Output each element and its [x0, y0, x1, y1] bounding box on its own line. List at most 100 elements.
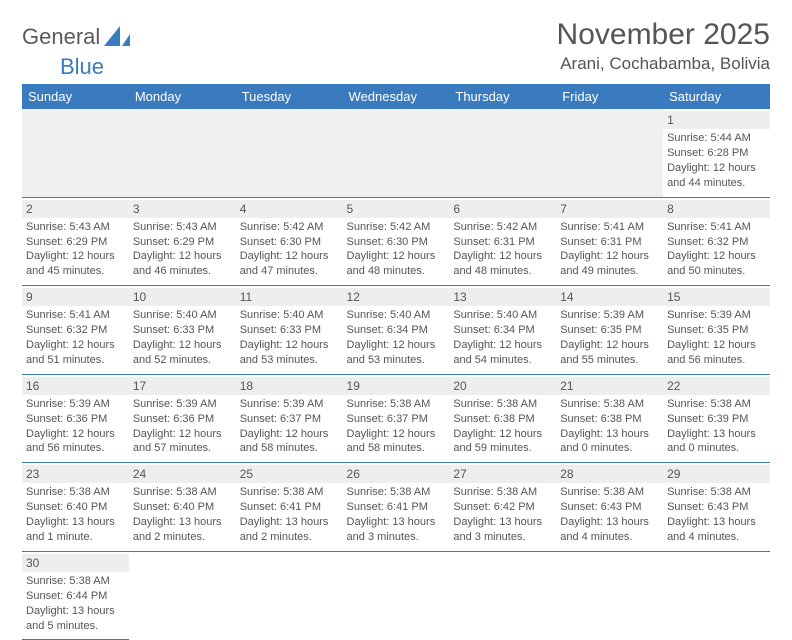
- day-header: Saturday: [663, 84, 770, 109]
- calendar-row: 30Sunrise: 5:38 AMSunset: 6:44 PMDayligh…: [22, 551, 770, 640]
- day-cell: 24Sunrise: 5:38 AMSunset: 6:40 PMDayligh…: [129, 463, 236, 552]
- daylight-line-1: Daylight: 13 hours: [453, 515, 552, 530]
- sunrise-line: Sunrise: 5:41 AM: [560, 220, 659, 235]
- empty-cell: [236, 109, 343, 197]
- daylight-line-1: Daylight: 12 hours: [667, 249, 766, 264]
- day-number: 13: [449, 288, 556, 306]
- daylight-line-2: and 49 minutes.: [560, 264, 659, 279]
- sunrise-line: Sunrise: 5:42 AM: [240, 220, 339, 235]
- day-cell: 29Sunrise: 5:38 AMSunset: 6:43 PMDayligh…: [663, 463, 770, 552]
- day-number: 10: [129, 288, 236, 306]
- sunset-line: Sunset: 6:38 PM: [560, 412, 659, 427]
- day-number: 8: [663, 200, 770, 218]
- sunrise-line: Sunrise: 5:40 AM: [133, 308, 232, 323]
- empty-cell: [22, 109, 129, 197]
- daylight-line-1: Daylight: 12 hours: [133, 338, 232, 353]
- daylight-line-2: and 58 minutes.: [240, 441, 339, 456]
- empty-cell: [556, 551, 663, 640]
- day-cell: 7Sunrise: 5:41 AMSunset: 6:31 PMDaylight…: [556, 197, 663, 286]
- empty-cell: [556, 109, 663, 197]
- day-cell: 4Sunrise: 5:42 AMSunset: 6:30 PMDaylight…: [236, 197, 343, 286]
- sunrise-line: Sunrise: 5:38 AM: [667, 485, 766, 500]
- daylight-line-2: and 45 minutes.: [26, 264, 125, 279]
- sunrise-line: Sunrise: 5:38 AM: [26, 485, 125, 500]
- day-cell: 1Sunrise: 5:44 AMSunset: 6:28 PMDaylight…: [663, 109, 770, 197]
- day-cell: 25Sunrise: 5:38 AMSunset: 6:41 PMDayligh…: [236, 463, 343, 552]
- day-cell: 23Sunrise: 5:38 AMSunset: 6:40 PMDayligh…: [22, 463, 129, 552]
- daylight-line-2: and 59 minutes.: [453, 441, 552, 456]
- sunrise-line: Sunrise: 5:39 AM: [133, 397, 232, 412]
- day-header: Wednesday: [343, 84, 450, 109]
- day-cell: 3Sunrise: 5:43 AMSunset: 6:29 PMDaylight…: [129, 197, 236, 286]
- empty-cell: [129, 109, 236, 197]
- sunset-line: Sunset: 6:31 PM: [453, 235, 552, 250]
- day-number: 21: [556, 377, 663, 395]
- sunrise-line: Sunrise: 5:43 AM: [133, 220, 232, 235]
- sunset-line: Sunset: 6:40 PM: [26, 500, 125, 515]
- calendar-body: 1Sunrise: 5:44 AMSunset: 6:28 PMDaylight…: [22, 109, 770, 640]
- sunrise-line: Sunrise: 5:38 AM: [560, 485, 659, 500]
- sunrise-line: Sunrise: 5:41 AM: [26, 308, 125, 323]
- daylight-line-1: Daylight: 12 hours: [133, 427, 232, 442]
- sunset-line: Sunset: 6:33 PM: [133, 323, 232, 338]
- daylight-line-2: and 47 minutes.: [240, 264, 339, 279]
- day-header: Monday: [129, 84, 236, 109]
- sunset-line: Sunset: 6:42 PM: [453, 500, 552, 515]
- daylight-line-1: Daylight: 13 hours: [240, 515, 339, 530]
- day-number: 20: [449, 377, 556, 395]
- daylight-line-2: and 52 minutes.: [133, 353, 232, 368]
- sunset-line: Sunset: 6:43 PM: [560, 500, 659, 515]
- sunrise-line: Sunrise: 5:42 AM: [347, 220, 446, 235]
- day-cell: 27Sunrise: 5:38 AMSunset: 6:42 PMDayligh…: [449, 463, 556, 552]
- sunrise-line: Sunrise: 5:40 AM: [240, 308, 339, 323]
- day-number: 16: [22, 377, 129, 395]
- daylight-line-1: Daylight: 13 hours: [560, 427, 659, 442]
- sunrise-line: Sunrise: 5:39 AM: [667, 308, 766, 323]
- sunset-line: Sunset: 6:35 PM: [560, 323, 659, 338]
- day-cell: 12Sunrise: 5:40 AMSunset: 6:34 PMDayligh…: [343, 286, 450, 375]
- daylight-line-1: Daylight: 12 hours: [26, 427, 125, 442]
- day-cell: 13Sunrise: 5:40 AMSunset: 6:34 PMDayligh…: [449, 286, 556, 375]
- sunset-line: Sunset: 6:41 PM: [347, 500, 446, 515]
- calendar-row: 1Sunrise: 5:44 AMSunset: 6:28 PMDaylight…: [22, 109, 770, 197]
- day-number: 12: [343, 288, 450, 306]
- daylight-line-2: and 51 minutes.: [26, 353, 125, 368]
- day-cell: 14Sunrise: 5:39 AMSunset: 6:35 PMDayligh…: [556, 286, 663, 375]
- day-number: 29: [663, 465, 770, 483]
- daylight-line-2: and 2 minutes.: [133, 530, 232, 545]
- month-title: November 2025: [557, 18, 770, 52]
- day-cell: 11Sunrise: 5:40 AMSunset: 6:33 PMDayligh…: [236, 286, 343, 375]
- logo-sail-icon: [104, 26, 130, 51]
- daylight-line-1: Daylight: 12 hours: [26, 249, 125, 264]
- sunset-line: Sunset: 6:37 PM: [240, 412, 339, 427]
- day-cell: 8Sunrise: 5:41 AMSunset: 6:32 PMDaylight…: [663, 197, 770, 286]
- daylight-line-1: Daylight: 13 hours: [667, 427, 766, 442]
- day-header: Sunday: [22, 84, 129, 109]
- calendar-row: 16Sunrise: 5:39 AMSunset: 6:36 PMDayligh…: [22, 374, 770, 463]
- header: General November 2025 Arani, Cochabamba,…: [22, 18, 770, 74]
- daylight-line-2: and 48 minutes.: [453, 264, 552, 279]
- daylight-line-1: Daylight: 12 hours: [347, 249, 446, 264]
- daylight-line-2: and 56 minutes.: [26, 441, 125, 456]
- sunrise-line: Sunrise: 5:40 AM: [453, 308, 552, 323]
- daylight-line-1: Daylight: 12 hours: [347, 427, 446, 442]
- daylight-line-1: Daylight: 12 hours: [240, 338, 339, 353]
- day-cell: 16Sunrise: 5:39 AMSunset: 6:36 PMDayligh…: [22, 374, 129, 463]
- daylight-line-2: and 0 minutes.: [560, 441, 659, 456]
- daylight-line-2: and 56 minutes.: [667, 353, 766, 368]
- sunset-line: Sunset: 6:37 PM: [347, 412, 446, 427]
- empty-cell: [129, 551, 236, 640]
- daylight-line-2: and 4 minutes.: [560, 530, 659, 545]
- sunset-line: Sunset: 6:36 PM: [133, 412, 232, 427]
- sunset-line: Sunset: 6:32 PM: [26, 323, 125, 338]
- sunrise-line: Sunrise: 5:38 AM: [347, 397, 446, 412]
- sunset-line: Sunset: 6:29 PM: [133, 235, 232, 250]
- day-number: 19: [343, 377, 450, 395]
- sunset-line: Sunset: 6:39 PM: [667, 412, 766, 427]
- daylight-line-1: Daylight: 12 hours: [453, 427, 552, 442]
- calendar-row: 2Sunrise: 5:43 AMSunset: 6:29 PMDaylight…: [22, 197, 770, 286]
- empty-cell: [663, 551, 770, 640]
- daylight-line-2: and 3 minutes.: [453, 530, 552, 545]
- sunrise-line: Sunrise: 5:42 AM: [453, 220, 552, 235]
- daylight-line-1: Daylight: 12 hours: [240, 427, 339, 442]
